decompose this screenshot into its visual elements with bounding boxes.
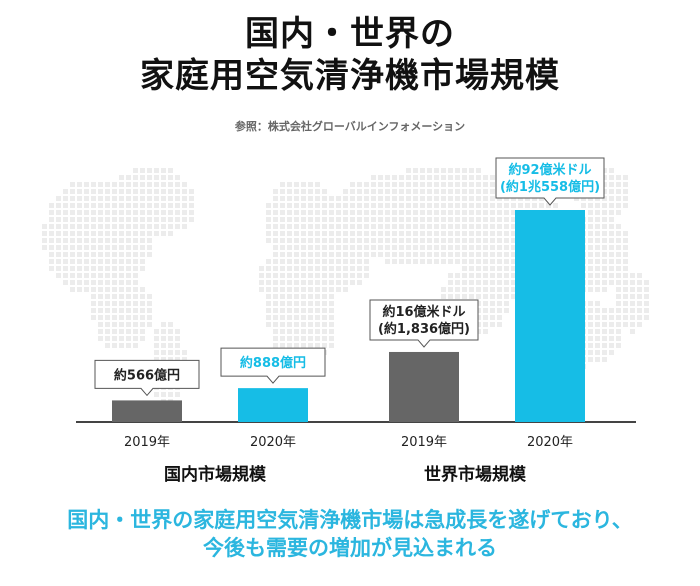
value-callout <box>220 347 326 384</box>
caption-line2: 今後も需要の増加が見込まれる <box>203 536 497 560</box>
group-label-global: 世界市場規模 <box>424 465 526 485</box>
caption-line1: 国内・世界の家庭用空気清浄機市場は急成長を遂げており、 <box>67 508 633 532</box>
value-callout <box>94 359 200 397</box>
bar-global-2020 <box>515 210 585 422</box>
bar-global-2019 <box>389 351 459 422</box>
group-label-domestic: 国内市場規模 <box>164 465 266 485</box>
x-tick-label: 2020年 <box>527 435 573 450</box>
value-callout <box>495 157 605 206</box>
data-label: (約1,836億円) <box>378 321 470 337</box>
x-tick-label: 2019年 <box>401 435 447 450</box>
data-label: 約566億円 <box>114 367 180 383</box>
value-callout <box>369 299 479 348</box>
data-label: 約16億米ドル <box>382 304 465 320</box>
data-label: 約888億円 <box>240 355 306 371</box>
chart-title-line1: 国内・世界の <box>245 14 455 54</box>
x-tick-label: 2019年 <box>124 435 170 450</box>
bar-domestic-2019 <box>112 400 182 422</box>
data-label: (約1兆558億円) <box>500 179 600 195</box>
source-note: 参照：株式会社グローバルインフォメーション <box>234 120 466 133</box>
chart-title-line2: 家庭用空気清浄機市場規模 <box>140 56 560 96</box>
data-label: 約92億米ドル <box>508 162 591 178</box>
bar-domestic-2020 <box>238 388 308 422</box>
x-tick-label: 2020年 <box>250 435 296 450</box>
